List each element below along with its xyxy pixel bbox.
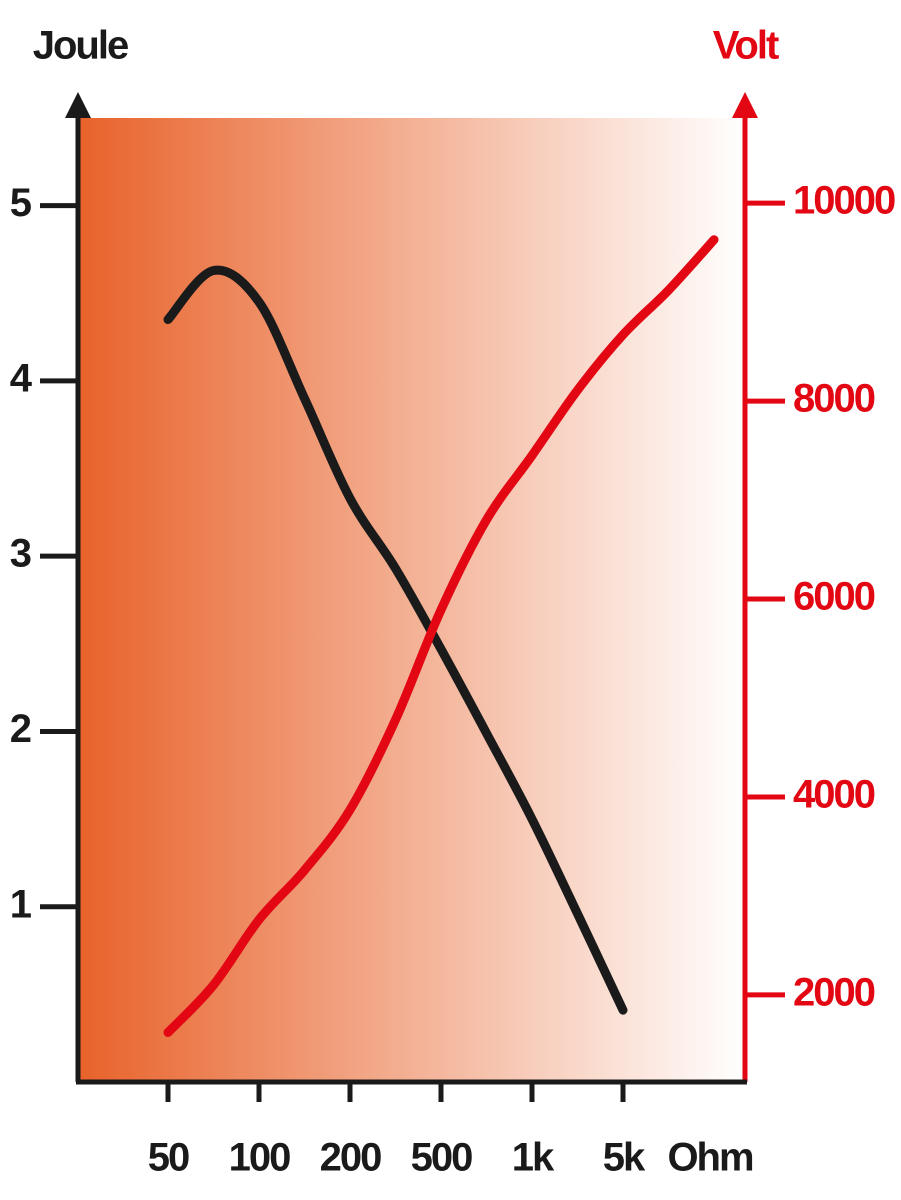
x-axis-label: Ohm: [667, 1136, 753, 1180]
x-tick-label: 200: [320, 1136, 381, 1180]
y-tick-label: 1: [10, 882, 32, 926]
x-tick-label: 50: [148, 1136, 189, 1180]
y-tick-label: 2: [10, 707, 31, 751]
y2-tick-label: 6000: [793, 575, 875, 619]
y-axis-label: Joule: [33, 24, 128, 68]
y-tick-label: 4: [10, 356, 33, 400]
x-tick-label: 500: [411, 1136, 472, 1180]
y-tick-label: 5: [10, 181, 32, 225]
x-tick-label: 5k: [603, 1136, 646, 1180]
y2-tick-label: 10000: [793, 179, 895, 223]
y2-tick-label: 8000: [793, 377, 875, 421]
y2-axis-arrow: [732, 92, 758, 118]
x-tick-label: 100: [229, 1136, 290, 1180]
y2-axis-label: Volt: [713, 24, 779, 68]
y2-tick-label: 4000: [793, 773, 875, 817]
x-tick-label: 1k: [512, 1136, 555, 1180]
line-series: [163, 235, 719, 1038]
y-axis-arrow: [65, 92, 91, 118]
y-tick-label: 3: [10, 532, 31, 576]
line-series: [163, 265, 628, 1015]
y2-tick-label: 2000: [793, 970, 875, 1014]
